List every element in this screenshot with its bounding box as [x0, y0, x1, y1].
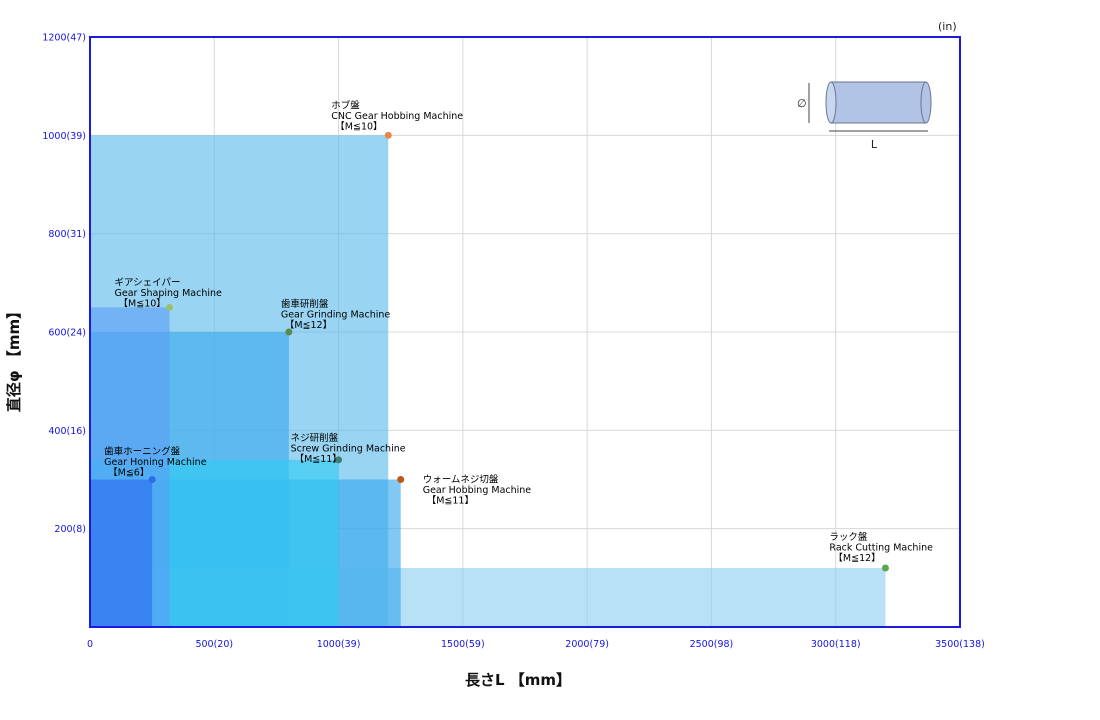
label-grinding-line-1: 歯車研削盤 — [281, 298, 329, 310]
label-rack-line-3: 【M≦12】 — [833, 553, 880, 564]
point-grinding — [285, 328, 293, 336]
plot-frame — [89, 36, 961, 628]
point-rack — [881, 564, 889, 572]
y-tick-label: 200(8) — [54, 524, 86, 535]
label-screw-line-2: Screw Grinding Machine — [291, 443, 406, 454]
x-axis-title: 長さL 【mm】 — [465, 671, 571, 689]
workpiece-cylinder-diagram: ∅ L — [797, 81, 932, 151]
x-tick-label: 1500(59) — [441, 639, 485, 650]
point-honing — [148, 476, 156, 483]
x-tick-label: 3500(138) — [935, 639, 985, 650]
x-tick-label: 3000(118) — [811, 639, 861, 650]
label-rack-line-2: Rack Cutting Machine — [829, 543, 933, 554]
label-rack-line-1: ラック盤 — [829, 531, 868, 543]
label-honing-line-1: 歯車ホーニング盤 — [104, 446, 181, 458]
x-tick-label: 2000(79) — [565, 639, 609, 650]
y-tick-label: 400(16) — [48, 426, 86, 437]
label-hobbing-line-1: ホブ盤 — [331, 99, 360, 111]
label-hobbing-line-3: 【M≦10】 — [335, 121, 382, 132]
point-worm — [397, 476, 405, 483]
unit-label: (in) — [938, 20, 957, 33]
label-grinding-line-3: 【M≦12】 — [285, 320, 332, 331]
y-tick-label: 1000(39) — [42, 131, 86, 142]
y-tick-label: 600(24) — [48, 328, 86, 339]
point-shaping — [166, 303, 174, 311]
coverage-areas — [90, 135, 886, 628]
length-symbol: L — [871, 138, 878, 151]
label-hobbing-line-2: CNC Gear Hobbing Machine — [331, 111, 463, 122]
cylinder-left-cap — [825, 81, 837, 124]
cylinder-right-cap — [920, 81, 932, 124]
label-shaping-line-3: 【M≦10】 — [119, 298, 166, 309]
x-tick-label: 0 — [87, 639, 93, 650]
y-axis-title: 直径φ 【mm】 — [5, 304, 23, 412]
point-hobbing — [384, 131, 392, 139]
y-tick-label: 1200(47) — [42, 33, 86, 44]
label-shaping-line-2: Gear Shaping Machine — [115, 288, 222, 299]
point-screw — [335, 456, 343, 464]
data-points — [148, 131, 889, 572]
label-shaping-line-1: ギアシェイパー — [115, 277, 181, 288]
cylinder-body — [830, 81, 927, 124]
label-worm-line-1: ウォームネジ切盤 — [423, 474, 499, 486]
label-grinding-line-2: Gear Grinding Machine — [281, 310, 391, 321]
label-worm-line-2: Gear Hobbing Machine — [423, 485, 532, 496]
label-honing-line-3: 【M≦6】 — [108, 468, 149, 479]
label-worm-line-3: 【M≦11】 — [427, 496, 474, 507]
x-tick-label: 2500(98) — [690, 639, 734, 650]
area-honing — [90, 479, 153, 627]
x-tick-label: 1000(39) — [317, 639, 361, 650]
label-honing-line-2: Gear Honing Machine — [104, 457, 207, 468]
diameter-symbol: ∅ — [797, 97, 807, 110]
label-screw-line-3: 【M≦11】 — [295, 454, 342, 465]
y-tick-label: 800(31) — [48, 229, 86, 240]
label-screw-line-1: ネジ研削盤 — [291, 432, 339, 444]
x-tick-label: 500(20) — [195, 639, 233, 650]
axis-ticks: 0 500(20) 1000(39) 1500(59) 2000(79) 2500(98)… — [42, 33, 985, 651]
